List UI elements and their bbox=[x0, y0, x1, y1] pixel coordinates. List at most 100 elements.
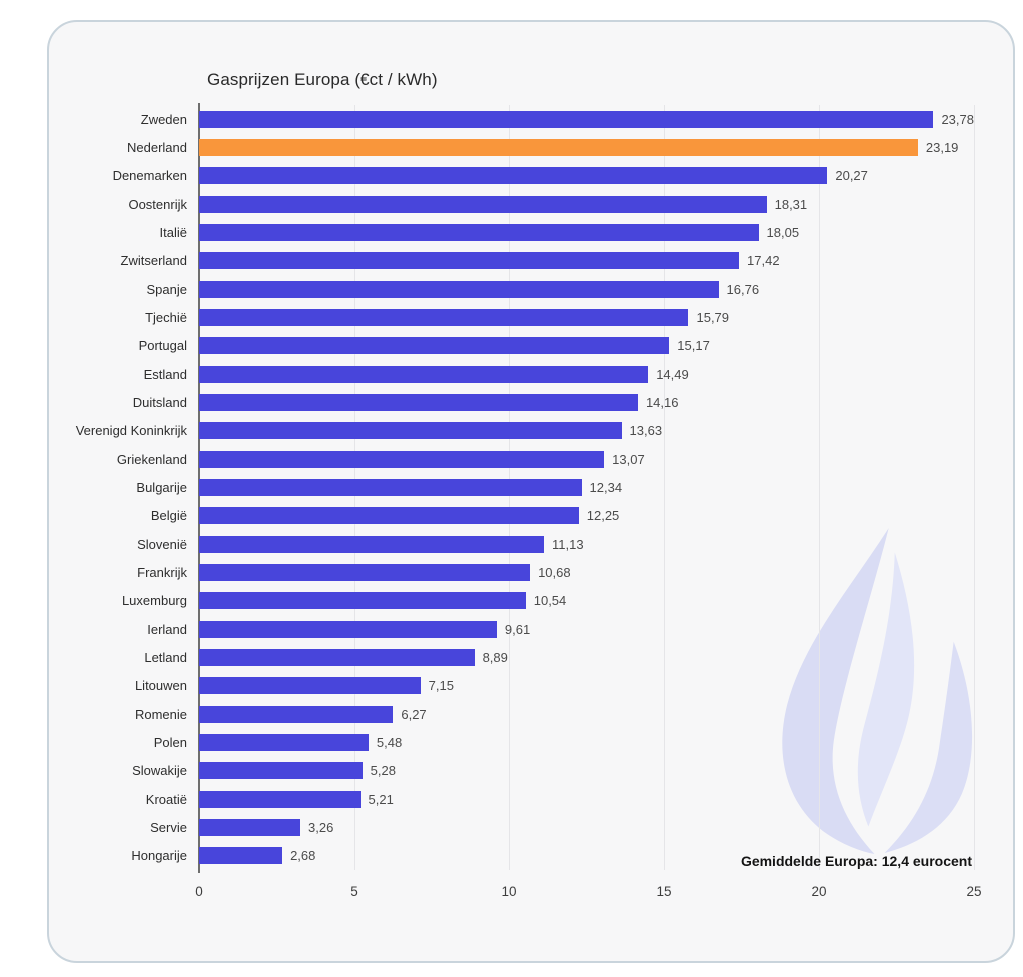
x-tick-label: 5 bbox=[350, 884, 358, 899]
bar-track: 10,68 bbox=[199, 558, 974, 586]
bar-track: 7,15 bbox=[199, 672, 974, 700]
bar-track: 15,79 bbox=[199, 303, 974, 331]
bar-track: 2,68 bbox=[199, 842, 974, 870]
value-label: 23,78 bbox=[941, 111, 974, 127]
bar bbox=[199, 563, 531, 581]
chart-row: Bulgarije 12,34 bbox=[49, 473, 974, 501]
category-label: Zweden bbox=[140, 111, 187, 127]
value-label: 15,17 bbox=[677, 338, 710, 354]
bar bbox=[199, 223, 759, 241]
value-label: 5,48 bbox=[376, 734, 403, 750]
bar-track: 14,49 bbox=[199, 360, 974, 388]
value-label: 5,28 bbox=[370, 763, 396, 779]
category-label: Spanje bbox=[146, 281, 187, 297]
gridline bbox=[974, 105, 975, 870]
bar-track: 5,28 bbox=[199, 757, 974, 785]
category-label: Tjechië bbox=[145, 309, 187, 325]
bar-highlighted bbox=[199, 138, 918, 156]
bar bbox=[199, 620, 497, 638]
category-label: Bulgarije bbox=[136, 479, 187, 495]
bar-track: 11,13 bbox=[199, 530, 974, 558]
x-tick-label: 15 bbox=[656, 884, 672, 899]
category-label: Romenie bbox=[134, 706, 187, 722]
category-label: Polen bbox=[153, 734, 187, 750]
bar-track: 17,42 bbox=[199, 247, 974, 275]
value-label: 20,27 bbox=[835, 168, 868, 184]
bar bbox=[199, 195, 767, 213]
category-label: Hongarije bbox=[131, 848, 187, 864]
x-tick-label: 0 bbox=[195, 884, 203, 899]
chart-row: Oostenrijk 18,31 bbox=[49, 190, 974, 218]
category-label: Italië bbox=[159, 224, 187, 240]
value-label: 11,13 bbox=[552, 536, 584, 552]
bar bbox=[199, 365, 649, 383]
chart-row: Tjechië 15,79 bbox=[49, 303, 974, 331]
chart-row: Estland 14,49 bbox=[49, 360, 974, 388]
chart-row: Griekenland 13,07 bbox=[49, 445, 974, 473]
bar bbox=[199, 308, 689, 326]
chart-row: Spanje 16,76 bbox=[49, 275, 974, 303]
gridline bbox=[664, 105, 665, 870]
bar bbox=[199, 478, 582, 496]
bar bbox=[199, 790, 361, 808]
bar-track: 20,27 bbox=[199, 162, 974, 190]
value-label: 2,68 bbox=[290, 848, 316, 864]
chart-row: Litouwen 7,15 bbox=[49, 672, 974, 700]
category-label: Kroatië bbox=[145, 791, 187, 807]
chart-row: Luxemburg 10,54 bbox=[49, 587, 974, 615]
chart-row: Ierland 9,61 bbox=[49, 615, 974, 643]
category-label: Slovenië bbox=[137, 536, 187, 552]
bar bbox=[199, 592, 526, 610]
category-label: Litouwen bbox=[134, 678, 187, 694]
bar-track: 16,76 bbox=[199, 275, 974, 303]
bar-track: 3,26 bbox=[199, 813, 974, 841]
category-label: Luxemburg bbox=[121, 593, 187, 609]
bar bbox=[199, 762, 363, 780]
bar bbox=[199, 733, 369, 751]
x-tick-label: 20 bbox=[811, 884, 827, 899]
chart-row: Duitsland 14,16 bbox=[49, 388, 974, 416]
category-label: Griekenland bbox=[116, 451, 187, 467]
bar-track: 6,27 bbox=[199, 700, 974, 728]
x-axis: 0 5 10 15 20 25 bbox=[195, 884, 981, 904]
value-label: 15,79 bbox=[696, 309, 730, 325]
bar bbox=[199, 705, 394, 723]
chart-row: Slovenië 11,13 bbox=[49, 530, 974, 558]
chart-row: Romenie 6,27 bbox=[49, 700, 974, 728]
chart-row: Portugal 15,17 bbox=[49, 332, 974, 360]
value-label: 3,26 bbox=[308, 819, 334, 835]
bar bbox=[199, 818, 301, 836]
plot-area: Zweden 23,78 Nederland 23,19 Denemarken 20,27… bbox=[49, 103, 982, 905]
bar bbox=[199, 252, 740, 270]
category-label: Duitsland bbox=[132, 394, 187, 410]
bar-track: 13,63 bbox=[199, 417, 974, 445]
bar-track: 12,34 bbox=[199, 473, 974, 501]
chart-row: Denemarken 20,27 bbox=[49, 162, 974, 190]
bar bbox=[199, 167, 828, 185]
chart-row: Zweden 23,78 bbox=[49, 105, 974, 133]
chart-row: België 12,25 bbox=[49, 502, 974, 530]
category-label: Denemarken bbox=[112, 168, 187, 184]
bar bbox=[199, 450, 605, 468]
value-label: 6,27 bbox=[401, 706, 427, 722]
gridline bbox=[819, 105, 820, 870]
chart-title: Gasprijzen Europa (€ct / kWh) bbox=[207, 70, 438, 89]
bar bbox=[199, 337, 670, 355]
value-label: 14,16 bbox=[645, 394, 679, 410]
chart-row: Polen 5,48 bbox=[49, 728, 974, 756]
value-label: 16,76 bbox=[726, 281, 760, 297]
bar bbox=[199, 847, 283, 865]
bar-track: 18,05 bbox=[199, 218, 974, 246]
value-label: 9,61 bbox=[504, 621, 531, 637]
value-label: 10,68 bbox=[538, 564, 571, 580]
chart-row: Letland 8,89 bbox=[49, 643, 974, 671]
bar bbox=[199, 677, 421, 695]
bar-track: 23,78 bbox=[199, 105, 974, 133]
value-label: 5,21 bbox=[368, 791, 394, 807]
value-label: 8,89 bbox=[482, 649, 508, 665]
chart-row: Frankrijk 10,68 bbox=[49, 558, 974, 586]
chart-row: Verenigd Koninkrijk 13,63 bbox=[49, 417, 974, 445]
bar bbox=[199, 422, 622, 440]
value-label: 7,15 bbox=[428, 678, 454, 694]
value-label: 12,25 bbox=[586, 508, 620, 524]
